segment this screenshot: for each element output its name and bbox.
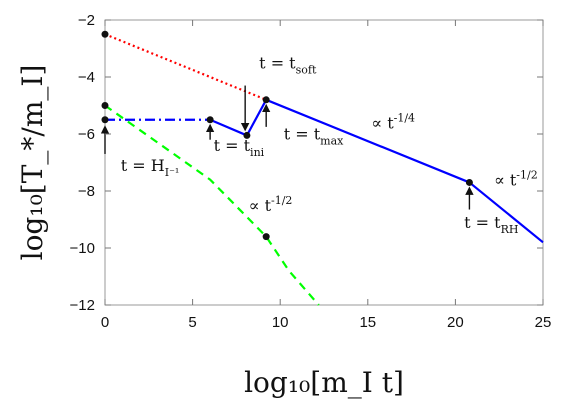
data-point-2: [101, 116, 109, 124]
annotation-label-6: ∝ t-1/2: [494, 168, 539, 189]
y-tick-label-1: −10: [70, 240, 95, 257]
y-tick-label-5: −2: [78, 12, 95, 29]
x-tick-label-4: 20: [447, 314, 464, 331]
y-tick-label-4: −4: [78, 69, 95, 86]
annotation-label-4: t = tRH: [464, 213, 520, 236]
data-point-5: [262, 96, 270, 104]
annotation-label-2: t = tsoft: [259, 53, 318, 76]
data-point-4: [243, 131, 251, 139]
plot-background: [104, 19, 544, 306]
annotation-label-0: t = HI⁻¹: [121, 156, 181, 179]
x-tick-label-0: 0: [101, 314, 109, 331]
marker-layer: [101, 30, 473, 241]
data-point-6: [262, 233, 270, 241]
annotation-label-1: t = tini: [214, 136, 266, 159]
y-tick-label-3: −6: [78, 126, 95, 143]
annotation-label-5: ∝ t-1/4: [371, 111, 416, 132]
axis-layer: 0 5 10 15 20 25 −12 −10 −8 −6 −4 −2 log₁₀[m_I t] log₁…: [16, 12, 551, 399]
y-tick-label-0: −12: [70, 297, 95, 314]
data-point-0: [101, 30, 109, 38]
x-tick-label-1: 5: [188, 314, 196, 331]
x-axis-title: log₁₀[m_I t]: [244, 366, 404, 399]
series-line-3: [104, 104, 320, 306]
annotation-label-7: ∝ t-1/2: [249, 194, 294, 215]
y-axis-title: log₁₀[T_*/m_I]: [16, 65, 49, 261]
y-tick-label-2: −8: [78, 183, 95, 200]
data-point-1: [101, 102, 109, 109]
annotation-label-3: t = tmax: [284, 125, 345, 148]
x-tick-label-2: 10: [272, 314, 289, 331]
x-tick-label-5: 25: [535, 314, 552, 331]
series-line-0: [104, 33, 267, 101]
data-point-7: [465, 178, 473, 186]
data-point-3: [206, 116, 214, 124]
plot-frame: [104, 19, 544, 306]
annotation-layer: t = HI⁻¹ t = tini t = tsoft t = tmax t =…: [100, 53, 539, 236]
x-tick-label-3: 15: [359, 314, 376, 331]
